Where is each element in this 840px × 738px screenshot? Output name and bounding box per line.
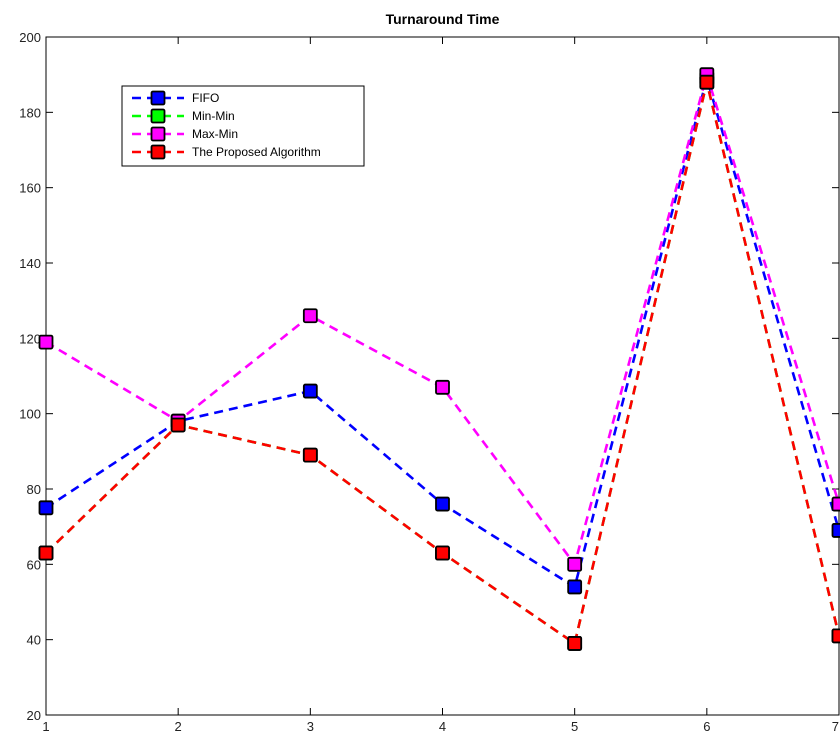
data-point-marker: [833, 524, 840, 537]
legend-marker-swatch: [152, 128, 165, 141]
data-point-marker: [436, 381, 449, 394]
data-point-marker: [304, 309, 317, 322]
y-tick-label: 20: [27, 708, 41, 723]
y-tick-label: 140: [19, 256, 41, 271]
y-tick-label: 160: [19, 181, 41, 196]
x-tick-label: 3: [307, 719, 314, 734]
legend-label: Max-Min: [192, 127, 238, 141]
x-tick-label: 7: [832, 719, 839, 734]
data-point-marker: [700, 76, 713, 89]
chart-title: Turnaround Time: [386, 11, 500, 27]
data-point-marker: [436, 498, 449, 511]
data-point-marker: [436, 547, 449, 560]
data-point-marker: [568, 580, 581, 593]
legend-marker-swatch: [152, 146, 165, 159]
y-tick-label: 120: [19, 331, 41, 346]
data-point-marker: [568, 637, 581, 650]
y-tick-label: 60: [27, 557, 41, 572]
data-point-marker: [172, 418, 185, 431]
legend-label: FIFO: [192, 91, 219, 105]
x-tick-label: 2: [175, 719, 182, 734]
x-tick-label: 1: [42, 719, 49, 734]
x-tick-label: 5: [571, 719, 578, 734]
x-tick-label: 4: [439, 719, 446, 734]
y-tick-label: 180: [19, 105, 41, 120]
data-point-marker: [304, 385, 317, 398]
legend-label: The Proposed Algorithm: [192, 145, 321, 159]
legend-marker-swatch: [152, 92, 165, 105]
data-point-marker: [304, 449, 317, 462]
data-point-marker: [40, 501, 53, 514]
data-point-marker: [568, 558, 581, 571]
legend-item: The Proposed Algorithm: [132, 145, 321, 159]
y-tick-label: 100: [19, 407, 41, 422]
data-point-marker: [833, 498, 840, 511]
data-point-marker: [833, 629, 840, 642]
legend-label: Min-Min: [192, 109, 235, 123]
data-point-marker: [40, 336, 53, 349]
y-tick-label: 80: [27, 482, 41, 497]
data-point-marker: [40, 547, 53, 560]
legend: FIFO Min-Min Max-Min The Proposed Algorithm: [122, 86, 364, 166]
y-tick-label: 200: [19, 30, 41, 45]
x-tick-label: 6: [703, 719, 710, 734]
y-tick-label: 40: [27, 633, 41, 648]
legend-marker-swatch: [152, 110, 165, 123]
